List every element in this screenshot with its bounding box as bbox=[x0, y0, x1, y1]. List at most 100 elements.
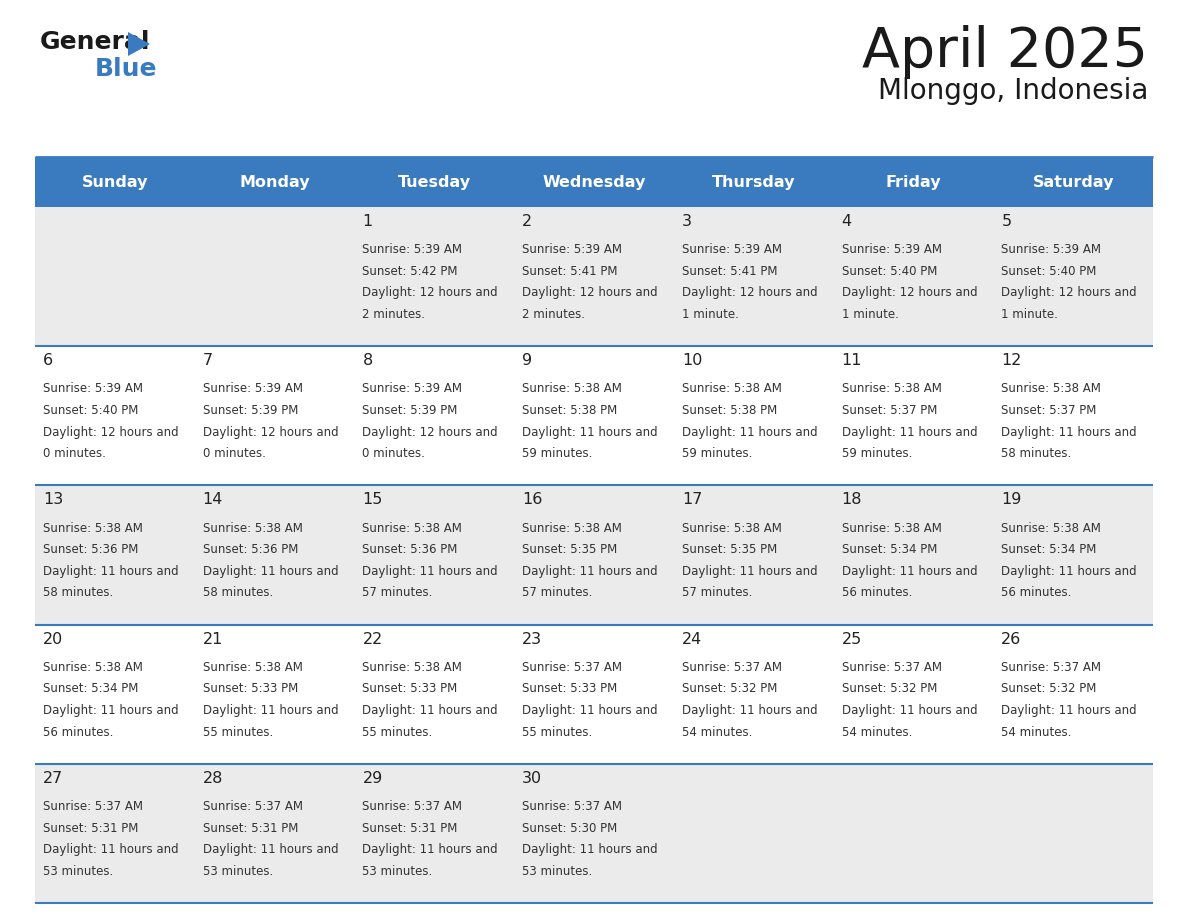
Text: 58 minutes.: 58 minutes. bbox=[203, 587, 273, 599]
Text: Blue: Blue bbox=[95, 57, 158, 81]
Text: 18: 18 bbox=[841, 492, 862, 508]
Text: Sunset: 5:34 PM: Sunset: 5:34 PM bbox=[841, 543, 937, 556]
Text: Sunset: 5:30 PM: Sunset: 5:30 PM bbox=[523, 822, 618, 834]
Bar bbox=[674, 157, 834, 207]
Text: 4: 4 bbox=[841, 214, 852, 229]
Text: Sunrise: 5:38 AM: Sunrise: 5:38 AM bbox=[1001, 521, 1101, 534]
Text: 22: 22 bbox=[362, 632, 383, 646]
Text: Daylight: 11 hours and: Daylight: 11 hours and bbox=[1001, 426, 1140, 439]
Text: 55 minutes.: 55 minutes. bbox=[523, 725, 593, 738]
Bar bbox=[34, 207, 1154, 346]
Bar bbox=[354, 157, 514, 207]
Text: Daylight: 11 hours and: Daylight: 11 hours and bbox=[841, 565, 981, 577]
Text: 2 minutes.: 2 minutes. bbox=[362, 308, 425, 321]
Text: Sunset: 5:34 PM: Sunset: 5:34 PM bbox=[1001, 543, 1097, 556]
Text: Wednesday: Wednesday bbox=[542, 174, 646, 189]
Text: Sunrise: 5:38 AM: Sunrise: 5:38 AM bbox=[43, 661, 143, 674]
Text: Daylight: 11 hours and: Daylight: 11 hours and bbox=[1001, 565, 1140, 577]
Text: 54 minutes.: 54 minutes. bbox=[1001, 725, 1072, 738]
Text: 53 minutes.: 53 minutes. bbox=[362, 865, 432, 878]
Text: 6: 6 bbox=[43, 353, 53, 368]
Text: Sunrise: 5:38 AM: Sunrise: 5:38 AM bbox=[362, 521, 462, 534]
Text: Sunrise: 5:38 AM: Sunrise: 5:38 AM bbox=[203, 521, 303, 534]
Text: Sunrise: 5:37 AM: Sunrise: 5:37 AM bbox=[682, 661, 782, 674]
Text: 26: 26 bbox=[1001, 632, 1022, 646]
Text: 54 minutes.: 54 minutes. bbox=[841, 725, 912, 738]
Text: Sunrise: 5:38 AM: Sunrise: 5:38 AM bbox=[362, 661, 462, 674]
Text: Sunrise: 5:38 AM: Sunrise: 5:38 AM bbox=[523, 521, 623, 534]
Text: 13: 13 bbox=[43, 492, 63, 508]
Text: 1 minute.: 1 minute. bbox=[1001, 308, 1059, 321]
Bar bbox=[34, 624, 1154, 764]
Text: Sunset: 5:31 PM: Sunset: 5:31 PM bbox=[362, 822, 457, 834]
Text: Sunrise: 5:37 AM: Sunrise: 5:37 AM bbox=[362, 800, 462, 813]
Text: Sunrise: 5:39 AM: Sunrise: 5:39 AM bbox=[841, 243, 942, 256]
Text: 8: 8 bbox=[362, 353, 373, 368]
Text: Daylight: 11 hours and: Daylight: 11 hours and bbox=[682, 704, 821, 717]
Polygon shape bbox=[128, 32, 150, 56]
Text: 58 minutes.: 58 minutes. bbox=[1001, 447, 1072, 460]
Bar bbox=[195, 157, 354, 207]
Text: Sunset: 5:32 PM: Sunset: 5:32 PM bbox=[682, 682, 777, 695]
Text: Sunrise: 5:38 AM: Sunrise: 5:38 AM bbox=[203, 661, 303, 674]
Text: 56 minutes.: 56 minutes. bbox=[1001, 587, 1072, 599]
Text: Sunrise: 5:37 AM: Sunrise: 5:37 AM bbox=[203, 800, 303, 813]
Text: Sunrise: 5:38 AM: Sunrise: 5:38 AM bbox=[682, 383, 782, 396]
Text: Daylight: 12 hours and: Daylight: 12 hours and bbox=[362, 426, 501, 439]
Text: Daylight: 11 hours and: Daylight: 11 hours and bbox=[43, 843, 183, 856]
Text: Daylight: 11 hours and: Daylight: 11 hours and bbox=[841, 704, 981, 717]
Text: 0 minutes.: 0 minutes. bbox=[362, 447, 425, 460]
Text: 14: 14 bbox=[203, 492, 223, 508]
Text: Sunrise: 5:38 AM: Sunrise: 5:38 AM bbox=[841, 383, 941, 396]
Text: Daylight: 11 hours and: Daylight: 11 hours and bbox=[682, 426, 821, 439]
Text: 0 minutes.: 0 minutes. bbox=[203, 447, 266, 460]
Text: Sunrise: 5:38 AM: Sunrise: 5:38 AM bbox=[841, 521, 941, 534]
Text: 2: 2 bbox=[523, 214, 532, 229]
Text: 9: 9 bbox=[523, 353, 532, 368]
Text: 10: 10 bbox=[682, 353, 702, 368]
Text: Sunrise: 5:39 AM: Sunrise: 5:39 AM bbox=[362, 243, 462, 256]
Text: Sunrise: 5:39 AM: Sunrise: 5:39 AM bbox=[682, 243, 782, 256]
Text: Daylight: 11 hours and: Daylight: 11 hours and bbox=[203, 704, 342, 717]
Text: Daylight: 11 hours and: Daylight: 11 hours and bbox=[523, 843, 662, 856]
Text: 1 minute.: 1 minute. bbox=[841, 308, 898, 321]
Text: 30: 30 bbox=[523, 771, 542, 786]
Text: 1 minute.: 1 minute. bbox=[682, 308, 739, 321]
Text: 16: 16 bbox=[523, 492, 543, 508]
Text: Thursday: Thursday bbox=[712, 174, 796, 189]
Text: Sunset: 5:31 PM: Sunset: 5:31 PM bbox=[43, 822, 138, 834]
Text: Sunset: 5:37 PM: Sunset: 5:37 PM bbox=[1001, 404, 1097, 417]
Bar bbox=[34, 764, 1154, 903]
Text: Daylight: 12 hours and: Daylight: 12 hours and bbox=[1001, 286, 1140, 299]
Text: Daylight: 11 hours and: Daylight: 11 hours and bbox=[362, 843, 501, 856]
Text: 29: 29 bbox=[362, 771, 383, 786]
Text: Sunrise: 5:39 AM: Sunrise: 5:39 AM bbox=[362, 383, 462, 396]
Bar bbox=[34, 486, 1154, 624]
Text: 56 minutes.: 56 minutes. bbox=[841, 587, 912, 599]
Text: Sunset: 5:32 PM: Sunset: 5:32 PM bbox=[841, 682, 937, 695]
Text: Sunrise: 5:37 AM: Sunrise: 5:37 AM bbox=[841, 661, 942, 674]
Text: Friday: Friday bbox=[885, 174, 941, 189]
Text: Daylight: 11 hours and: Daylight: 11 hours and bbox=[362, 704, 501, 717]
Text: 20: 20 bbox=[43, 632, 63, 646]
Text: 59 minutes.: 59 minutes. bbox=[682, 447, 752, 460]
Text: Daylight: 11 hours and: Daylight: 11 hours and bbox=[43, 565, 183, 577]
Text: 21: 21 bbox=[203, 632, 223, 646]
Text: 53 minutes.: 53 minutes. bbox=[203, 865, 273, 878]
Text: 58 minutes.: 58 minutes. bbox=[43, 587, 113, 599]
Text: Sunrise: 5:37 AM: Sunrise: 5:37 AM bbox=[43, 800, 143, 813]
Text: Sunset: 5:33 PM: Sunset: 5:33 PM bbox=[203, 682, 298, 695]
Text: 59 minutes.: 59 minutes. bbox=[841, 447, 912, 460]
Text: Daylight: 12 hours and: Daylight: 12 hours and bbox=[841, 286, 981, 299]
Text: 55 minutes.: 55 minutes. bbox=[362, 725, 432, 738]
Text: General: General bbox=[40, 30, 151, 54]
Text: Monday: Monday bbox=[239, 174, 310, 189]
Text: Sunrise: 5:39 AM: Sunrise: 5:39 AM bbox=[43, 383, 143, 396]
Bar bbox=[993, 157, 1154, 207]
Text: Daylight: 11 hours and: Daylight: 11 hours and bbox=[362, 565, 501, 577]
Text: 28: 28 bbox=[203, 771, 223, 786]
Text: 54 minutes.: 54 minutes. bbox=[682, 725, 752, 738]
Text: Sunset: 5:31 PM: Sunset: 5:31 PM bbox=[203, 822, 298, 834]
Text: Daylight: 11 hours and: Daylight: 11 hours and bbox=[1001, 704, 1140, 717]
Text: Sunday: Sunday bbox=[82, 174, 148, 189]
